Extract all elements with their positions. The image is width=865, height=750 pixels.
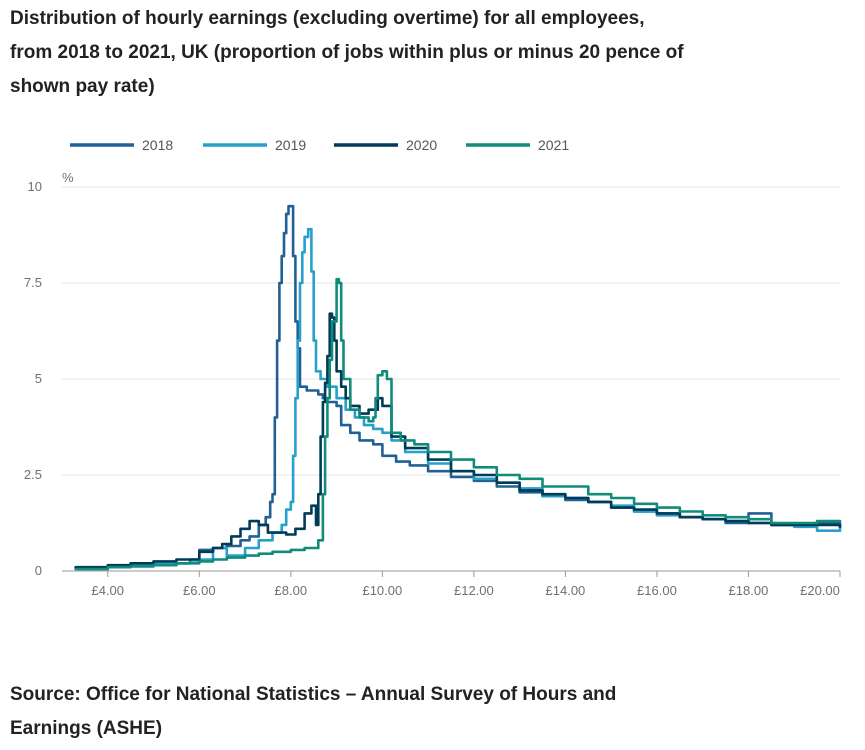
series-lines: [74, 204, 842, 571]
source-line: Earnings (ASHE): [10, 718, 163, 739]
x-tick-label: £6.00: [183, 583, 216, 598]
x-tick-label: £20.00: [800, 583, 840, 598]
y-tick-label: 7.5: [24, 275, 42, 290]
gridlines: 0 2.5 5 7.5 10: [24, 179, 840, 578]
y-tick-label: 0: [35, 563, 42, 578]
y-tick-label: 5: [35, 371, 42, 386]
source-line: Source: Office for National Statistics –…: [10, 684, 617, 705]
line-chart: 2018 2019 2020 2021 % 0 2.5 5 7.5 10 £4.00 £6.00…: [24, 137, 842, 598]
legend-label-2018[interactable]: 2018: [142, 137, 173, 153]
legend-label-2019[interactable]: 2019: [275, 137, 306, 153]
chart-title-line: from 2018 to 2021, UK (proportion of job…: [10, 42, 684, 63]
chart-title: Distribution of hourly earnings (excludi…: [10, 2, 830, 104]
x-tick-label: £16.00: [637, 583, 677, 598]
series-line-2020: [74, 312, 842, 569]
x-tick-label: £18.00: [729, 583, 769, 598]
chart-title-line: shown pay rate): [10, 76, 155, 97]
y-tick-label: 2.5: [24, 467, 42, 482]
legend: 2018 2019 2020 2021: [70, 137, 569, 153]
legend-label-2021[interactable]: 2021: [538, 137, 569, 153]
x-tick-label: £12.00: [454, 583, 494, 598]
x-tick-label: £14.00: [546, 583, 586, 598]
series-line-2019: [74, 227, 842, 570]
x-tick-label: £8.00: [275, 583, 308, 598]
x-tick-label: £4.00: [91, 583, 124, 598]
series-line-2021: [74, 277, 842, 571]
legend-label-2020[interactable]: 2020: [406, 137, 437, 153]
source-note: Source: Office for National Statistics –…: [10, 678, 830, 746]
series-line-2018: [74, 204, 842, 570]
y-tick-label: 10: [28, 179, 42, 194]
x-tick-label: £10.00: [362, 583, 402, 598]
y-axis-label: %: [62, 170, 74, 185]
axes: £4.00 £6.00 £8.00 £10.00 £12.00 £14.00 £16.00 £…: [62, 570, 841, 598]
chart-title-line: Distribution of hourly earnings (excludi…: [10, 8, 645, 29]
